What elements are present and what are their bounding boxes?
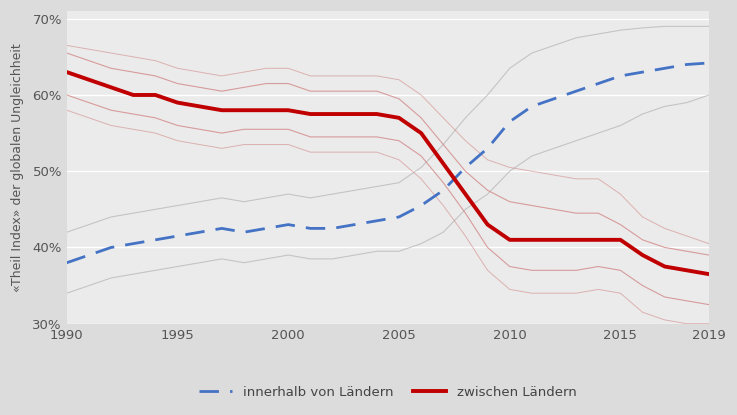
Legend: innerhalb von Ländern, zwischen Ländern: innerhalb von Ländern, zwischen Ländern (194, 381, 581, 405)
Y-axis label: «Theil Index» der globalen Ungleichheit: «Theil Index» der globalen Ungleichheit (11, 43, 24, 292)
